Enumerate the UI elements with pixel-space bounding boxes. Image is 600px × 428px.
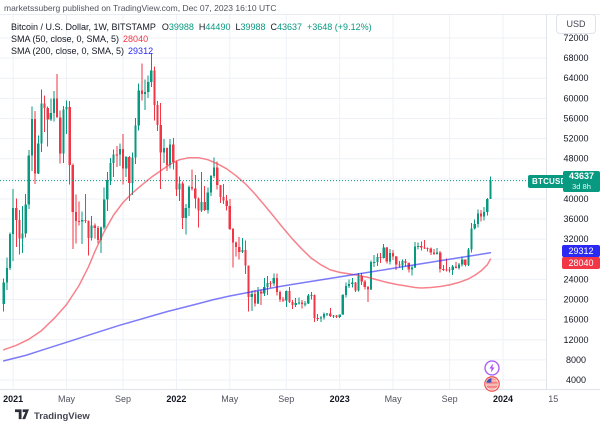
publish-attribution: marketssuberg published on TradingView.c… xyxy=(4,3,277,13)
tradingview-logo-icon xyxy=(15,409,29,423)
sma200-axis-badge: 29312 xyxy=(562,245,600,257)
svg-text:May: May xyxy=(385,394,403,404)
svg-text:Sep: Sep xyxy=(278,394,294,404)
sma200-legend-row: SMA (200, close, 0, SMA, 5) 29312 xyxy=(11,45,372,57)
us-flag-icon[interactable] xyxy=(484,376,500,392)
tradingview-logo-text: TradingView xyxy=(34,410,90,422)
close-value: 43637 xyxy=(277,22,303,32)
sma200-label[interactable]: SMA (200, close, 0, SMA, 5) xyxy=(11,46,125,56)
last-price-badge: 43637 3d 8h xyxy=(563,171,600,192)
open-label: O xyxy=(161,22,169,32)
symbol-price-chip: BTCUSD xyxy=(528,175,571,188)
high-value: 44490 xyxy=(205,22,231,32)
sma200-line[interactable] xyxy=(2,251,492,362)
svg-text:48000: 48000 xyxy=(563,154,588,164)
svg-text:52000: 52000 xyxy=(563,134,588,144)
price-axis-labels[interactable]: 4000800012000160002000024000280003200036… xyxy=(563,33,588,385)
svg-text:56000: 56000 xyxy=(563,113,588,123)
sma50-label[interactable]: SMA (50, close, 0, SMA, 5) xyxy=(11,34,120,44)
high-label: H xyxy=(198,22,206,32)
time-axis-labels[interactable]: 2021 May Sep 2022 May Sep 2023 May Sep 2024 15 xyxy=(3,394,558,404)
close-label: C xyxy=(270,22,278,32)
svg-text:2021: 2021 xyxy=(3,394,23,404)
svg-text:12000: 12000 xyxy=(563,335,588,345)
sma50-axis-badge: 28040 xyxy=(562,257,600,269)
svg-text:36000: 36000 xyxy=(563,214,588,224)
svg-text:2024: 2024 xyxy=(493,394,513,404)
grid-layer xyxy=(0,14,546,389)
sma200-value: 29312 xyxy=(128,46,154,56)
svg-text:Sep: Sep xyxy=(115,394,131,404)
candles-layer xyxy=(2,53,492,323)
svg-text:72000: 72000 xyxy=(563,33,588,43)
legend: Bitcoin / U.S. Dollar, 1W, BITSTAMP O3998… xyxy=(11,21,372,57)
svg-text:May: May xyxy=(221,394,239,404)
svg-text:2023: 2023 xyxy=(330,394,350,404)
lightning-icon[interactable] xyxy=(484,360,500,376)
svg-text:May: May xyxy=(58,394,76,404)
open-value: 39988 xyxy=(168,22,194,32)
change-value: +3648 (+9.12%) xyxy=(307,22,372,32)
tradingview-logo[interactable]: TradingView xyxy=(15,409,90,423)
svg-text:8000: 8000 xyxy=(566,355,586,365)
svg-text:20000: 20000 xyxy=(563,295,588,305)
svg-text:15: 15 xyxy=(548,394,558,404)
svg-text:24000: 24000 xyxy=(563,274,588,284)
low-label: L xyxy=(235,22,241,32)
svg-text:2022: 2022 xyxy=(166,394,186,404)
symbol-title[interactable]: Bitcoin / U.S. Dollar, 1W, BITSTAMP xyxy=(11,22,156,32)
symbol-legend-row: Bitcoin / U.S. Dollar, 1W, BITSTAMP O3998… xyxy=(11,21,372,33)
sma50-legend-row: SMA (50, close, 0, SMA, 5) 28040 xyxy=(11,33,372,45)
svg-text:4000: 4000 xyxy=(566,375,586,385)
currency-toggle-button[interactable]: USD xyxy=(556,14,596,34)
svg-text:68000: 68000 xyxy=(563,53,588,63)
sma50-line[interactable] xyxy=(2,156,492,351)
svg-text:64000: 64000 xyxy=(563,73,588,83)
sma50-value: 28040 xyxy=(123,34,149,44)
svg-text:40000: 40000 xyxy=(563,194,588,204)
low-value: 39988 xyxy=(240,22,266,32)
last-price-value: 43637 xyxy=(568,171,595,181)
svg-text:60000: 60000 xyxy=(563,93,588,103)
svg-text:Sep: Sep xyxy=(442,394,458,404)
svg-text:32000: 32000 xyxy=(563,234,588,244)
svg-text:16000: 16000 xyxy=(563,315,588,325)
bar-countdown: 3d 8h xyxy=(572,182,591,191)
